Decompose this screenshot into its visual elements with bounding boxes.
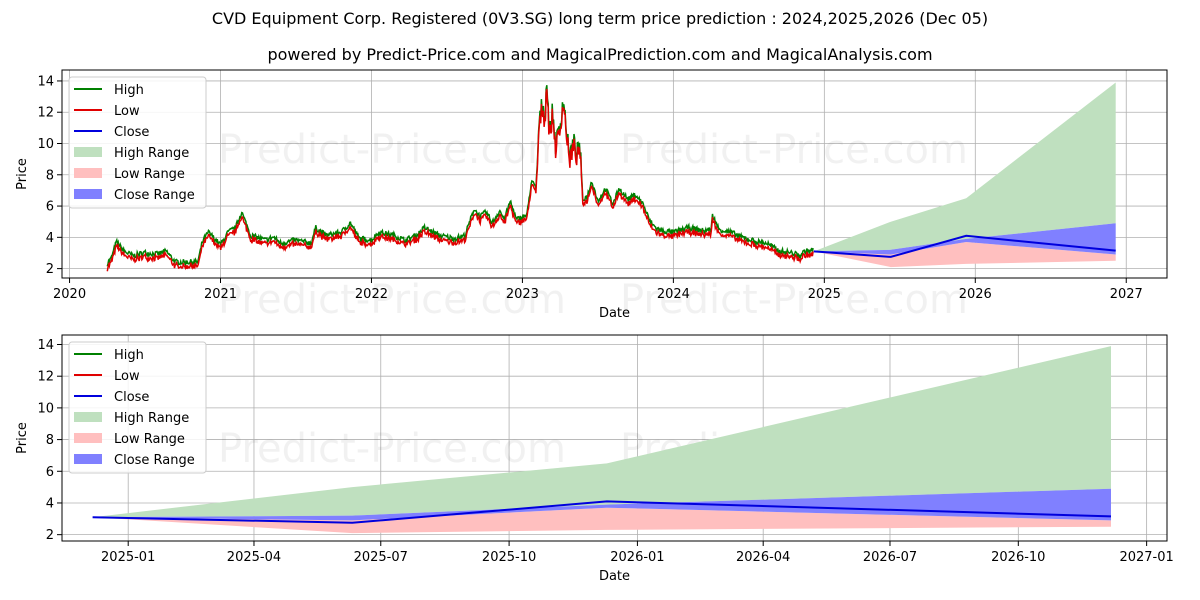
close-range-band [813,223,1116,255]
legend-label: High [114,348,144,363]
high-range-band [813,82,1116,252]
legend-label: High Range [114,411,189,426]
panel-2: Predict-Price.comPredict-Price.com2025-0… [15,334,1174,584]
y-axis-label: Price [15,158,30,190]
legend-label: Low [114,104,140,119]
watermark-text: Predict-Price.com [620,277,968,323]
legend-swatch-patch [74,454,102,464]
y-tick-label: 4 [46,496,54,511]
x-tick-label: 2026-07 [863,550,917,565]
y-tick-label: 2 [46,262,54,277]
legend-swatch-patch [74,168,102,178]
y-tick-label: 12 [37,106,54,121]
legend-label: High [114,83,144,98]
x-tick-label: 2027-01 [1119,550,1173,565]
y-tick-label: 4 [46,231,54,246]
chart-title: CVD Equipment Corp. Registered (0V3.SG) … [211,9,989,28]
watermark-text: Predict-Price.com [620,127,968,173]
x-tick-label: 2025-10 [482,550,536,565]
x-tick-label: 2024 [657,287,690,302]
y-axis-label: Price [15,422,30,454]
x-tick-label: 2026-01 [610,550,664,565]
plot-area [106,82,1116,272]
plot-area [92,346,1112,534]
y-tick-label: 8 [46,433,54,448]
close-range-band [92,488,1112,521]
legend-swatch-patch [74,147,102,157]
legend-label: Close [114,125,149,140]
legend-box [68,341,207,474]
close-prediction-line [92,500,1112,524]
y-tick-label: 6 [46,465,54,480]
legend-label: Close Range [114,453,195,468]
legend-label: Low [114,369,140,384]
watermark-text: Predict-Price.com [218,127,566,173]
y-tick-label: 8 [46,168,54,183]
y-tick-label: 14 [37,338,54,353]
low-series-line [106,88,814,272]
legend: High Low Close High Range Low Range Close Ran… [68,76,207,209]
legend-label: Low Range [114,432,185,447]
legend-label: Close Range [114,188,195,203]
axes-frame [61,334,1168,542]
y-tick-label: 12 [37,370,54,385]
watermark-text: Predict-Price.com [218,426,566,472]
x-axis-label: Date [599,306,630,321]
legend-swatch-patch [74,412,102,422]
y-tick-label: 14 [37,74,54,89]
legend-swatch-patch [74,189,102,199]
x-tick-label: 2026-10 [991,550,1045,565]
low-range-band [92,507,1112,534]
y-tick-label: 2 [46,528,54,543]
high-series-line [106,85,814,268]
x-tick-label: 2023 [506,287,539,302]
chart-subtitle: powered by Predict-Price.com and Magical… [267,45,933,64]
close-prediction-line [813,234,1116,258]
x-tick-label: 2022 [355,287,388,302]
panel-1: Predict-Price.com Predict-Price.com Predic… [15,69,1168,323]
x-tick-label: 2027 [1110,287,1143,302]
x-tick-label: 2025-07 [354,550,408,565]
axes-frame [61,69,1168,279]
y-tick-label: 10 [37,137,54,152]
legend: High Low Close High Range Low Range Close Ran… [68,341,207,474]
y-tick-label: 10 [37,401,54,416]
x-tick-label: 2025-04 [227,550,281,565]
legend-label: Close [114,390,149,405]
legend-box [68,76,207,209]
watermark-text: Predict-Price.com [218,277,566,323]
legend-label: Low Range [114,167,185,182]
x-tick-label: 2026-04 [736,550,790,565]
x-tick-label: 2021 [204,287,237,302]
x-tick-label: 2020 [53,287,86,302]
x-tick-label: 2025-01 [101,550,155,565]
legend-label: High Range [114,146,189,161]
high-range-band [92,346,1112,518]
legend-swatch-patch [74,433,102,443]
x-axis-label: Date [599,569,630,584]
y-tick-label: 6 [46,200,54,215]
x-tick-label: 2025 [808,287,841,302]
x-tick-label: 2026 [959,287,992,302]
low-range-band [813,242,1116,268]
